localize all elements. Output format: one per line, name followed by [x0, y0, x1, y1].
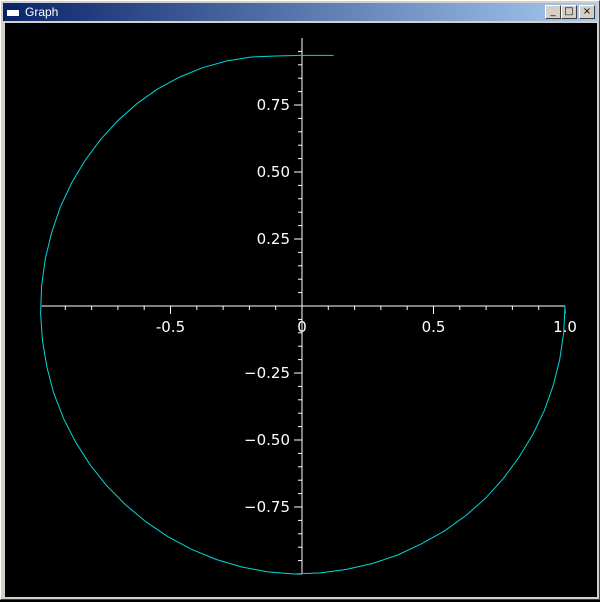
y-tick-label: 0.75: [257, 96, 290, 114]
y-tick-label: −0.25: [244, 364, 290, 382]
title-bar[interactable]: Graph _ □ ×: [3, 3, 597, 21]
x-tick-label: 0: [297, 318, 307, 336]
minimize-button[interactable]: _: [545, 5, 561, 19]
x-tick-label: 1.0: [553, 318, 577, 336]
x-tick-label: 0.5: [422, 318, 446, 336]
y-tick-label: −0.75: [244, 498, 290, 516]
close-button[interactable]: ×: [579, 5, 595, 19]
y-tick-label: −0.50: [244, 431, 290, 449]
plot-area: -0.5 0 0.5 1.0 0.75 0.50 0.25 −0.25 −0.50 −0.75: [5, 23, 597, 597]
y-tick-label: 0.50: [257, 163, 290, 181]
series-line: [40, 54, 566, 575]
window-icon[interactable]: [6, 6, 20, 17]
y-tick-label: 0.25: [257, 230, 290, 248]
chart-svg: -0.5 0 0.5 1.0 0.75 0.50 0.25 −0.25 −0.50 −0.75: [40, 38, 577, 575]
window-title: Graph: [25, 5, 59, 19]
maximize-button[interactable]: □: [561, 5, 577, 19]
x-tick-label: -0.5: [156, 318, 185, 336]
